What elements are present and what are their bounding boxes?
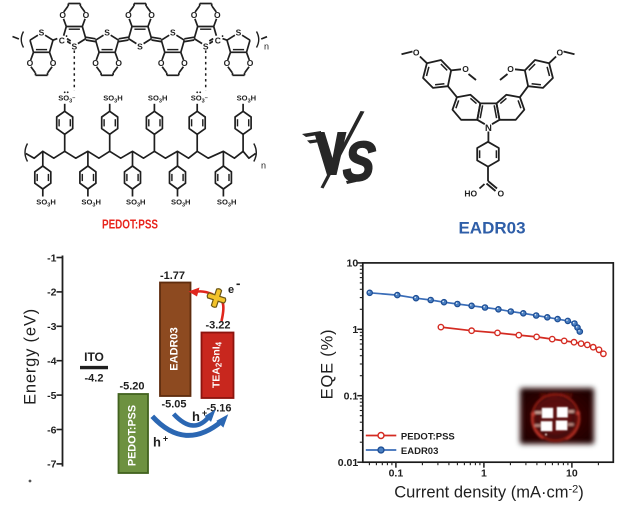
svg-text:O: O bbox=[413, 48, 420, 58]
svg-text:SO3H: SO3H bbox=[217, 197, 237, 208]
svg-text:O: O bbox=[158, 58, 165, 68]
svg-text:O: O bbox=[556, 48, 563, 58]
svg-text:SO3H: SO3H bbox=[103, 94, 123, 105]
svg-text:Energy (eV): Energy (eV) bbox=[22, 308, 40, 405]
svg-text:-1: -1 bbox=[47, 252, 56, 264]
svg-text:O: O bbox=[462, 64, 469, 74]
svg-text:O: O bbox=[181, 58, 188, 68]
svg-text:SO3H: SO3H bbox=[171, 197, 191, 208]
svg-text:SO3H: SO3H bbox=[126, 197, 146, 208]
svg-text:HO: HO bbox=[464, 189, 477, 199]
svg-text:SO3H: SO3H bbox=[237, 94, 257, 105]
svg-text:SO3H: SO3H bbox=[81, 197, 101, 208]
svg-text:+: + bbox=[202, 408, 207, 418]
svg-text:SO3–: SO3– bbox=[58, 94, 75, 105]
svg-text:S: S bbox=[104, 28, 110, 38]
svg-text:PEDOT:PSS: PEDOT:PSS bbox=[102, 218, 158, 232]
svg-text:S: S bbox=[203, 42, 209, 52]
svg-text:•: • bbox=[221, 34, 223, 40]
svg-text:O: O bbox=[247, 58, 254, 68]
svg-text:O: O bbox=[497, 189, 504, 199]
svg-text:O: O bbox=[125, 10, 132, 20]
svg-text:Current density (mA·cm-2): Current density (mA·cm-2) bbox=[394, 484, 583, 502]
svg-text:-5: -5 bbox=[47, 390, 56, 402]
svg-text:10: 10 bbox=[347, 258, 359, 270]
svg-text:-1.77: -1.77 bbox=[160, 270, 185, 282]
svg-text:C: C bbox=[59, 36, 65, 46]
svg-text:O: O bbox=[27, 58, 34, 68]
svg-text:EADR03: EADR03 bbox=[401, 446, 439, 457]
svg-text:h: h bbox=[153, 435, 161, 450]
svg-text:S: S bbox=[71, 42, 77, 52]
svg-text:O: O bbox=[191, 10, 198, 20]
svg-text:-7: -7 bbox=[47, 459, 56, 471]
svg-text:10: 10 bbox=[566, 468, 578, 480]
svg-text:SO3–: SO3– bbox=[191, 94, 208, 105]
svg-text:-6: -6 bbox=[47, 424, 56, 436]
svg-text:0.1: 0.1 bbox=[344, 391, 359, 403]
svg-text:S: S bbox=[170, 28, 176, 38]
svg-text:PEDOT:PSS: PEDOT:PSS bbox=[127, 405, 139, 466]
svg-text:-5.20: -5.20 bbox=[119, 381, 144, 393]
svg-text:-5.05: -5.05 bbox=[161, 399, 186, 411]
svg-text:n: n bbox=[261, 161, 266, 171]
svg-text:PEDOT:PSS: PEDOT:PSS bbox=[401, 431, 455, 442]
svg-text:O: O bbox=[59, 10, 66, 20]
svg-text:n: n bbox=[264, 42, 269, 52]
svg-text:O: O bbox=[83, 10, 90, 20]
svg-text:0.1: 0.1 bbox=[389, 468, 404, 480]
svg-text:S: S bbox=[39, 28, 45, 38]
svg-text:-3.22: -3.22 bbox=[205, 320, 230, 332]
svg-text:+: + bbox=[163, 434, 168, 444]
svg-text:O: O bbox=[115, 58, 122, 68]
svg-text:06 360 PPM: 06 360 PPM bbox=[539, 394, 572, 400]
svg-text:e: e bbox=[228, 284, 234, 296]
svg-text:ITO: ITO bbox=[84, 350, 104, 364]
svg-text:1: 1 bbox=[352, 324, 358, 336]
svg-text:-4: -4 bbox=[47, 356, 56, 368]
svg-text:EADR03: EADR03 bbox=[458, 219, 525, 238]
svg-text:-4.2: -4.2 bbox=[85, 373, 104, 385]
svg-text:N: N bbox=[485, 123, 492, 134]
svg-text:EADR03: EADR03 bbox=[169, 327, 181, 370]
svg-text:0.01: 0.01 bbox=[338, 457, 359, 469]
svg-text:h: h bbox=[192, 409, 200, 424]
svg-text:C: C bbox=[215, 36, 221, 46]
svg-text:O: O bbox=[224, 58, 231, 68]
svg-text:EQE (%): EQE (%) bbox=[319, 329, 337, 400]
svg-text:O: O bbox=[507, 64, 514, 74]
svg-text:-2: -2 bbox=[47, 287, 56, 299]
svg-text:SO3H: SO3H bbox=[148, 94, 168, 105]
svg-text:S: S bbox=[137, 42, 143, 52]
svg-text:•: • bbox=[65, 34, 67, 40]
svg-text:O: O bbox=[148, 10, 155, 20]
svg-text:TEA2SnI4: TEA2SnI4 bbox=[211, 341, 224, 388]
svg-text:O: O bbox=[50, 58, 57, 68]
svg-text:O: O bbox=[92, 58, 99, 68]
svg-text:-3: -3 bbox=[47, 321, 56, 333]
svg-text:O: O bbox=[214, 10, 221, 20]
svg-text:S: S bbox=[236, 28, 242, 38]
svg-text:1: 1 bbox=[481, 468, 487, 480]
svg-text:SO3H: SO3H bbox=[36, 197, 56, 208]
